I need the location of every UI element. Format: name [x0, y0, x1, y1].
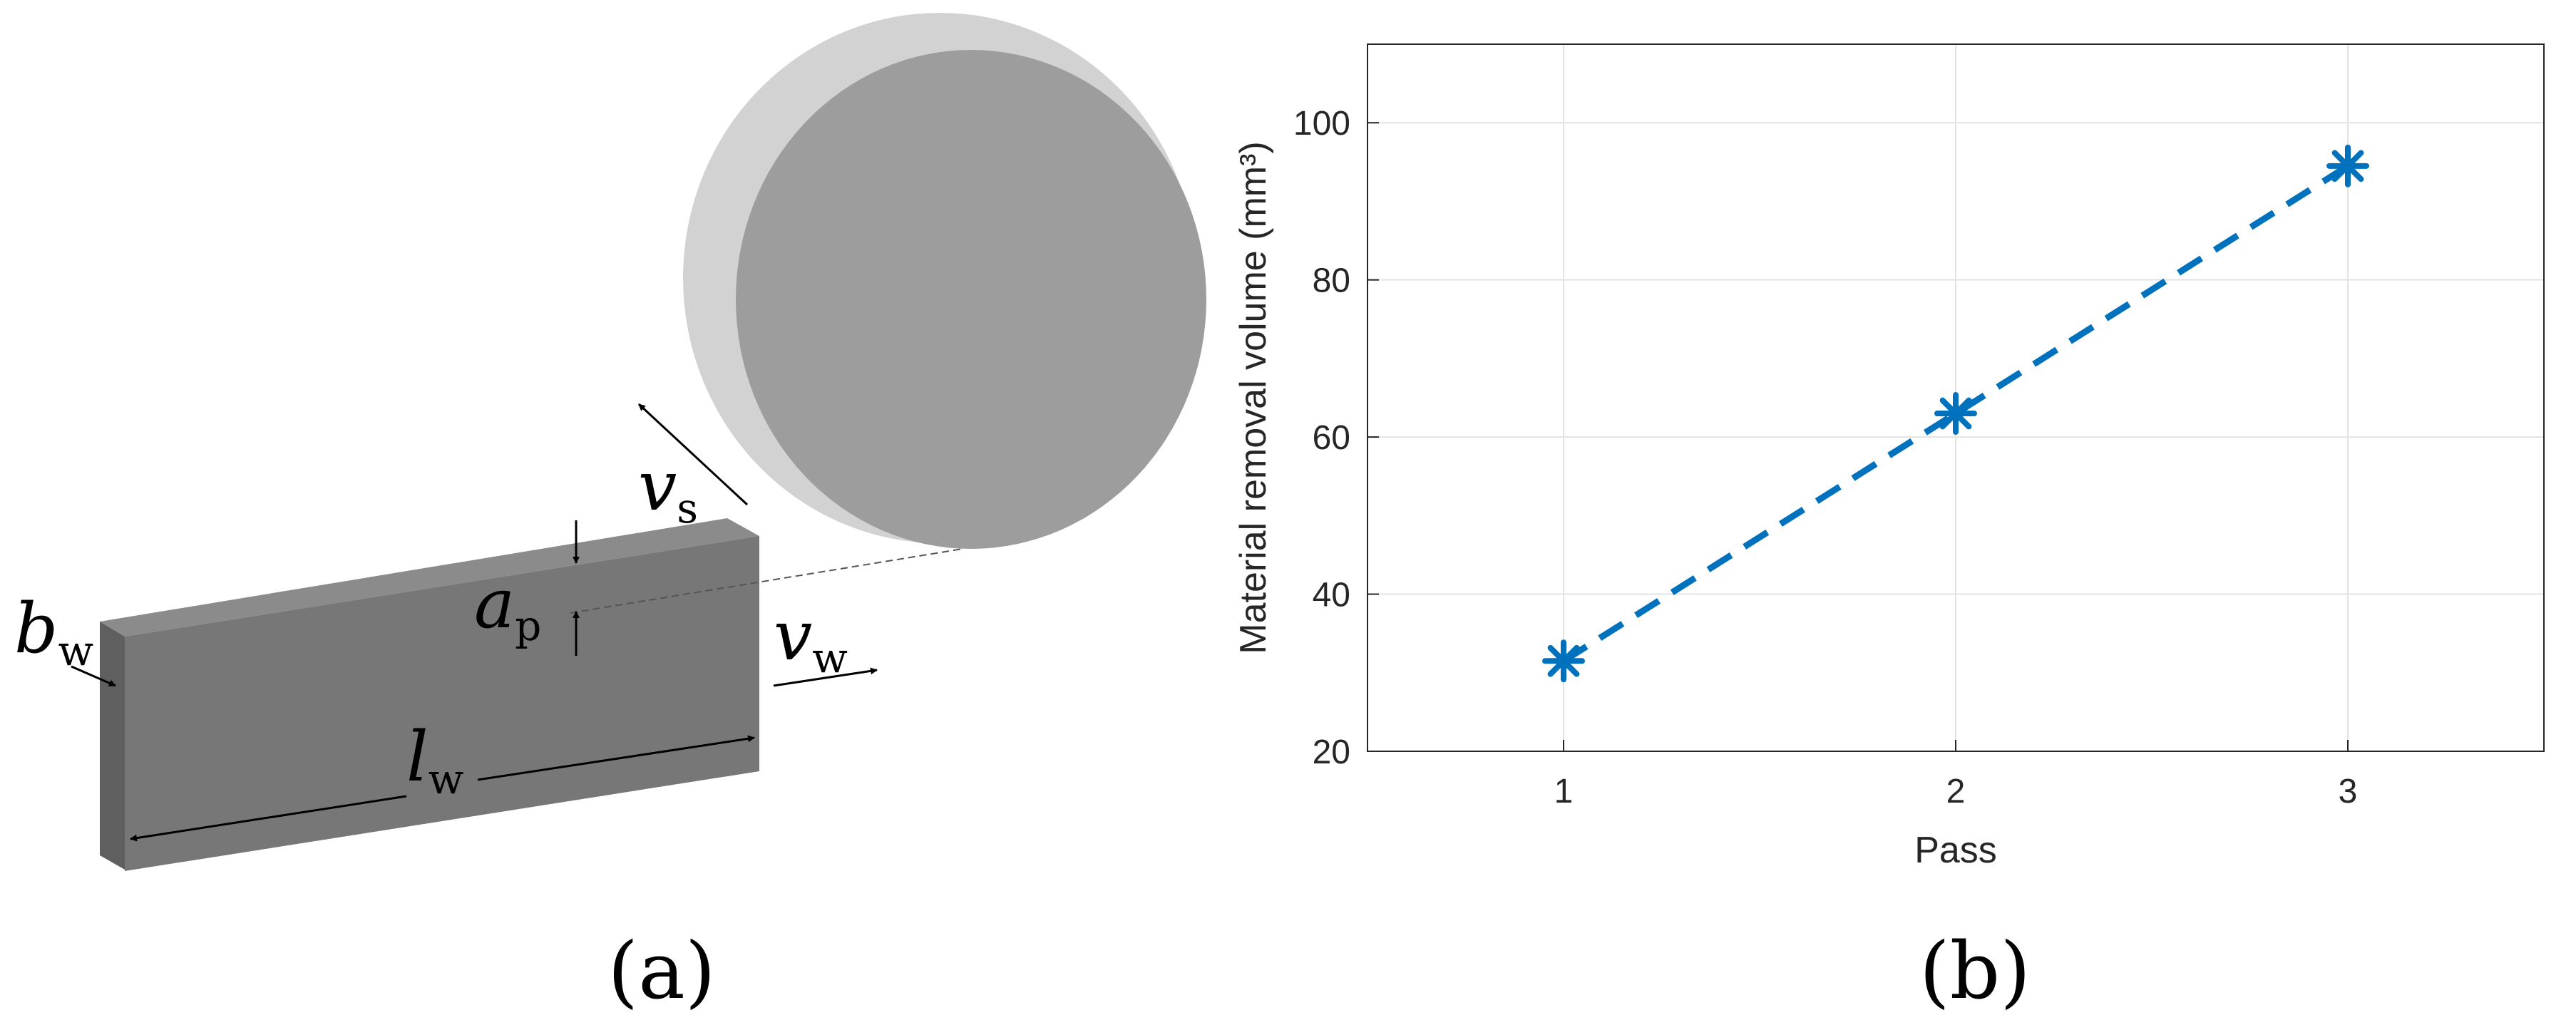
lw-arrow-right: [477, 735, 755, 781]
wheel-face: [736, 50, 1206, 549]
y-axis-label: Material removal volume (mm³): [1233, 141, 1274, 654]
axis-ticks: 20 40 60 80 100 1 2 3: [1293, 105, 2357, 810]
series-line: [1561, 163, 2350, 664]
y-tick-label: 20: [1313, 733, 1350, 771]
x-tick-label: 1: [1554, 773, 1574, 810]
y-tick-label: 60: [1313, 419, 1350, 457]
workpiece-block: [100, 518, 759, 871]
x-tick-label: 2: [1946, 773, 1966, 810]
vw-label: vw: [774, 596, 848, 682]
vs-label: vs: [638, 446, 698, 532]
bw-arrow: [71, 665, 116, 687]
y-tick-label: 80: [1313, 262, 1350, 300]
grinding-wheel: [683, 13, 1206, 549]
lw-arrow-left: [130, 795, 407, 842]
data-point-marker: [1542, 639, 1585, 683]
lw-label: lw: [406, 717, 463, 803]
series-markers: [1542, 144, 2369, 683]
vw-arrow: [773, 667, 878, 687]
caption-a: (a): [607, 925, 715, 1016]
panel-a-schematic: vs ap vw bw lw (a): [14, 13, 1206, 1016]
contact-line: [570, 548, 963, 614]
data-point-marker: [1934, 392, 1977, 436]
y-tick-label: 100: [1293, 105, 1350, 143]
caption-b: (b): [1919, 925, 2031, 1016]
y-tick-label: 40: [1313, 577, 1350, 614]
block-side-face: [100, 622, 125, 870]
data-point-marker: [2326, 144, 2369, 187]
x-tick-label: 3: [2339, 773, 2358, 810]
x-axis-label: Pass: [1914, 830, 1997, 871]
bw-label: bw: [14, 589, 93, 675]
block-top-face: [100, 518, 759, 637]
ap-label: ap: [474, 564, 541, 650]
block-front-face: [125, 536, 759, 871]
vs-arrow: [637, 403, 749, 506]
panel-b-chart: 20 40 60 80 100 1 2 3 Pass Material removal vol…: [1233, 43, 2545, 1016]
